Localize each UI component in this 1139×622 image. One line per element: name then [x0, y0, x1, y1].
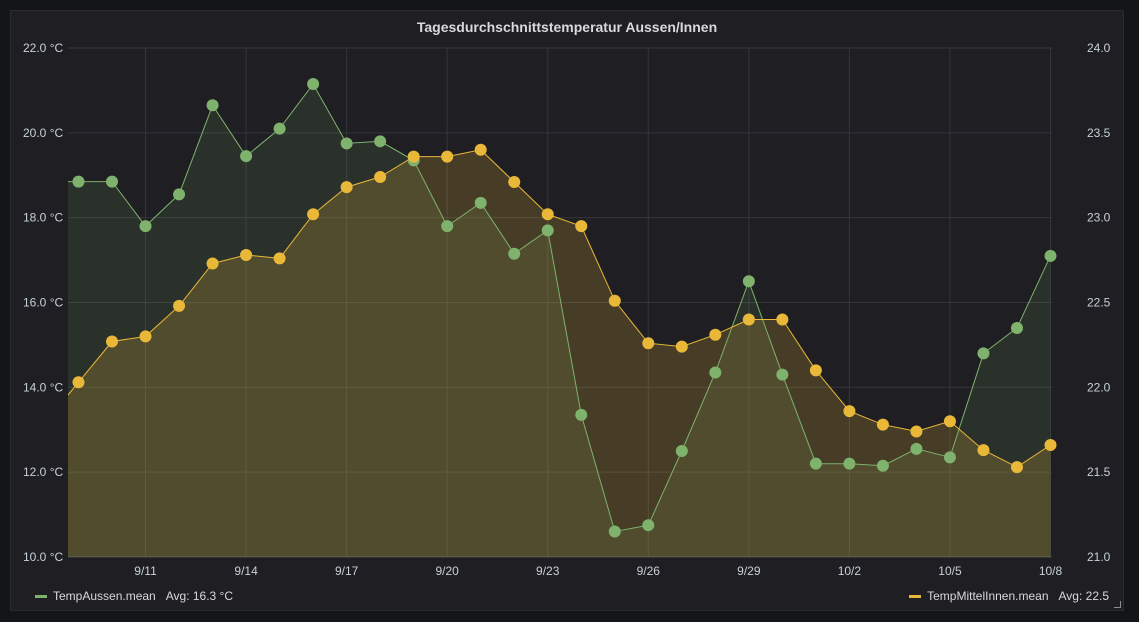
point-innen — [910, 425, 923, 438]
point-innen — [374, 170, 387, 183]
point-aussen — [441, 220, 454, 233]
point-aussen — [273, 122, 286, 135]
y-right-tick-label: 23.5 — [1087, 126, 1111, 140]
point-innen — [206, 257, 219, 270]
point-innen — [441, 150, 454, 163]
panel-resize-handle[interactable] — [1114, 601, 1121, 608]
point-innen — [240, 248, 253, 261]
y-right-tick-label: 22.5 — [1087, 296, 1111, 310]
y-right-tick-label: 21.0 — [1087, 550, 1111, 564]
x-tick-label: 9/29 — [737, 564, 761, 578]
x-tick-label: 10/2 — [838, 564, 862, 578]
point-aussen — [508, 247, 521, 260]
y-left-tick-label: 22.0 °C — [23, 41, 63, 55]
point-innen — [876, 418, 889, 431]
point-aussen — [72, 175, 85, 188]
point-aussen — [139, 220, 152, 233]
point-aussen — [474, 196, 487, 209]
point-aussen — [240, 150, 253, 163]
point-innen — [139, 330, 152, 343]
point-innen — [307, 208, 320, 221]
point-innen — [575, 220, 588, 233]
point-innen — [273, 252, 286, 265]
area-innen — [68, 149, 1051, 558]
x-tick-label: 9/11 — [134, 564, 157, 578]
point-aussen — [977, 347, 990, 360]
y-left-tick-label: 20.0 °C — [23, 126, 63, 140]
point-aussen — [1044, 249, 1057, 262]
y-left-tick-label: 16.0 °C — [23, 296, 63, 310]
graph-panel: Tagesdurchschnittstemperatur Aussen/Inne… — [10, 10, 1124, 611]
y-right-tick-label: 21.5 — [1087, 465, 1111, 479]
point-aussen — [876, 459, 889, 472]
legend-series-name: TempMittelInnen.mean — [927, 589, 1049, 603]
legend-swatch-innen — [909, 594, 922, 598]
legend-avg-value: Avg: 22.5 — [1058, 589, 1109, 603]
point-innen — [776, 313, 789, 326]
point-aussen — [206, 99, 219, 112]
point-innen — [474, 143, 487, 156]
point-innen — [508, 176, 521, 189]
point-aussen — [675, 444, 688, 457]
x-tick-label: 10/8 — [1039, 564, 1063, 578]
point-aussen — [608, 525, 621, 538]
legend-swatch-aussen — [35, 594, 47, 598]
point-aussen — [642, 519, 655, 532]
point-innen — [1010, 461, 1023, 474]
point-aussen — [106, 175, 119, 188]
point-aussen — [709, 366, 722, 379]
point-aussen — [809, 457, 822, 470]
temperature-chart: 10.0 °C 12.0 °C 14.0 °C 16.0 °C 18.0 °C 20.0 … — [23, 41, 1111, 578]
point-innen — [1044, 439, 1057, 452]
x-tick-label: 9/26 — [637, 564, 661, 578]
legend-avg-value: Avg: 16.3 °C — [165, 589, 234, 603]
point-aussen — [340, 137, 353, 150]
y-left-tick-label: 10.0 °C — [23, 550, 63, 564]
x-tick-label: 9/23 — [536, 564, 560, 578]
y-left-tick-label: 12.0 °C — [23, 465, 63, 479]
point-innen — [642, 337, 655, 350]
y-left-tick-label: 14.0 °C — [23, 380, 63, 394]
point-aussen — [1010, 321, 1023, 334]
point-aussen — [843, 457, 856, 470]
point-aussen — [943, 451, 956, 464]
point-innen — [809, 364, 822, 377]
point-innen — [843, 405, 856, 418]
y-right-tick-label: 23.0 — [1087, 211, 1111, 225]
point-innen — [675, 340, 688, 353]
x-tick-label: 9/14 — [234, 564, 258, 578]
point-innen — [407, 150, 420, 163]
legend-item-aussen[interactable]: TempAussen.mean Avg: 16.3 °C — [35, 589, 233, 603]
point-innen — [742, 313, 755, 326]
point-aussen — [173, 188, 186, 201]
point-innen — [977, 444, 990, 457]
point-aussen — [910, 442, 923, 455]
area-aussen — [68, 84, 1051, 557]
point-aussen — [776, 368, 789, 381]
legend-series-name: TempAussen.mean — [53, 589, 156, 603]
point-innen — [72, 376, 85, 389]
x-tick-label: 9/20 — [436, 564, 460, 578]
point-innen — [541, 208, 554, 221]
y-right-tick-label: 22.0 — [1087, 380, 1111, 394]
point-aussen — [374, 135, 387, 148]
y-left-tick-label: 18.0 °C — [23, 211, 63, 225]
x-tick-label: 10/5 — [938, 564, 962, 578]
x-tick-label: 9/17 — [335, 564, 359, 578]
y-right-tick-label: 24.0 — [1087, 41, 1111, 55]
point-aussen — [541, 224, 554, 237]
point-innen — [340, 181, 353, 194]
panel-title[interactable]: Tagesdurchschnittstemperatur Aussen/Inne… — [416, 19, 718, 35]
point-aussen — [742, 275, 755, 288]
point-innen — [106, 335, 119, 348]
point-innen — [943, 415, 956, 428]
point-aussen — [307, 78, 320, 91]
point-innen — [709, 328, 722, 341]
point-innen — [608, 294, 621, 307]
point-innen — [173, 299, 186, 312]
point-aussen — [575, 408, 588, 421]
legend-item-innen[interactable]: TempMittelInnen.mean Avg: 22.5 — [909, 589, 1109, 603]
